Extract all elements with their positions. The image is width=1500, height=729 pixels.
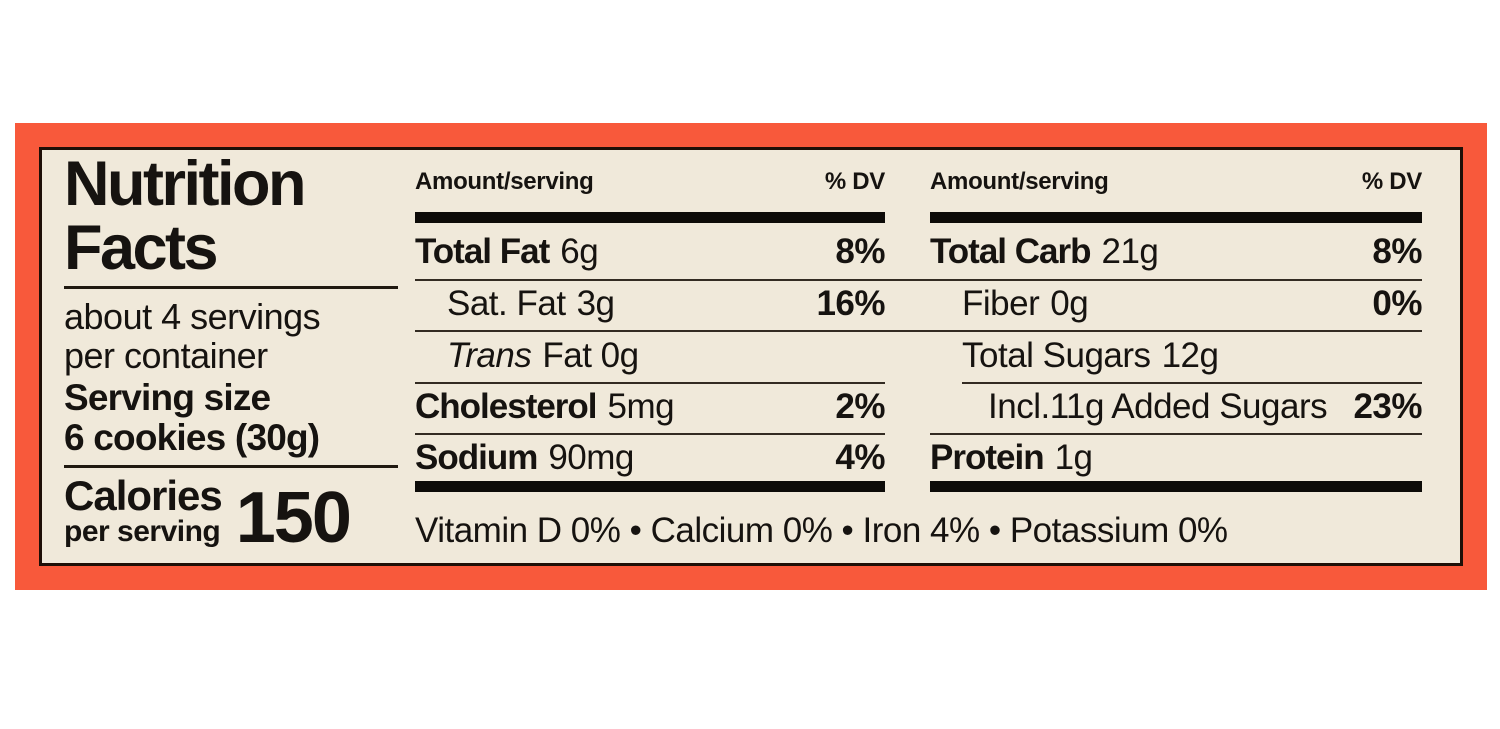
nutrient-name: Trans [447,336,532,375]
column-header: Amount/serving % DV [415,164,885,200]
nutrient-row-total-fat: Total Fat 6g 8% [415,232,885,272]
nutrient-row-sat-fat: Sat. Fat 3g 16% [415,284,885,324]
thick-rule [415,481,885,492]
nutrient-name: Total Carb [930,232,1091,271]
nutrient-dv: 4% [835,438,885,477]
servings-per-container: about 4 servings per container [64,296,321,376]
micronutrients-line: Vitamin D 0% • Calcium 0% • Iron 4% • Po… [415,511,1228,550]
header-amount-serving: Amount/serving [415,168,594,195]
nutrient-amount: 21g [1101,232,1159,271]
nutrient-row-added-sugars: Incl.11g Added Sugars 23% [930,387,1422,427]
label-title-line2: Facts [64,213,219,283]
serving-size-value: 6 cookies (30g) [64,417,320,458]
nutrient-dv: 16% [816,284,885,323]
calories-labels: Calories per serving [64,472,223,548]
nutrient-row-cholesterol: Cholesterol 5mg 2% [415,387,885,427]
calories-sublabel: per serving [64,515,221,548]
nutrient-row-protein: Protein 1g [930,438,1422,478]
left-panel-divider [64,465,398,468]
nutrient-amount: 6g [560,232,599,271]
nutrient-row-sodium: Sodium 90mg 4% [415,438,885,478]
thin-rule [962,382,1422,384]
nutrient-dv: 23% [1353,387,1422,426]
thick-rule [415,212,885,223]
nutrient-amount: 0g [1050,284,1089,323]
nutrition-label: Nutrition Facts about 4 servings per con… [39,147,1463,566]
label-title-line1: Nutrition [64,149,306,219]
thin-rule [415,382,885,384]
nutrient-dv: 8% [835,232,885,271]
nutrient-name: Total Sugars [962,336,1151,375]
thick-rule [930,481,1422,492]
nutrient-row-total-sugars: Total Sugars 12g [930,336,1422,376]
thin-rule [930,433,1422,435]
nutrient-amount: 12g [1161,336,1219,375]
nutrition-label-border: Nutrition Facts about 4 servings per con… [15,123,1487,590]
left-panel-divider [64,286,398,289]
label-title: Nutrition Facts [64,149,306,283]
nutrient-name: Incl.11g Added Sugars [988,387,1328,426]
nutrient-dv: 8% [1372,232,1422,271]
serving-size: Serving size 6 cookies (30g) [64,377,320,458]
calories-block: Calories per serving 150 [64,472,414,558]
nutrient-row-trans-fat: Trans Fat 0g [415,336,885,376]
nutrient-amount: 5mg [607,387,675,426]
header-amount-serving: Amount/serving [930,168,1109,195]
calories-label: Calories [64,472,223,519]
nutrient-amount: 1g [1054,438,1093,477]
nutrient-amount: 90mg [548,438,634,477]
nutrient-dv: 0% [1372,284,1422,323]
thin-rule-spanning [415,330,1422,332]
thin-rule-spanning [415,279,1422,281]
header-percent-dv: % DV [1361,168,1422,195]
header-percent-dv: % DV [824,168,885,195]
calories-value: 150 [235,478,352,558]
nutrient-amount: 3g [576,284,615,323]
servings-line2: per container [64,335,268,376]
nutrient-name: Protein [930,438,1045,477]
nutrient-dv: 2% [835,387,885,426]
nutrient-name: Total Fat [415,232,550,271]
thick-rule [930,212,1422,223]
serving-size-label: Serving size [64,377,271,418]
nutrient-name: Fiber [962,284,1040,323]
thin-rule [415,433,885,435]
nutrient-name: Sodium [415,438,538,477]
nutrient-name: Sat. Fat [447,284,566,323]
nutrient-name: Cholesterol [415,387,598,426]
servings-line1: about 4 servings [64,296,321,337]
nutrient-amount: Fat 0g [542,336,639,375]
nutrient-row-total-carb: Total Carb 21g 8% [930,232,1422,272]
nutrient-row-fiber: Fiber 0g 0% [930,284,1422,324]
column-header: Amount/serving % DV [930,164,1422,200]
